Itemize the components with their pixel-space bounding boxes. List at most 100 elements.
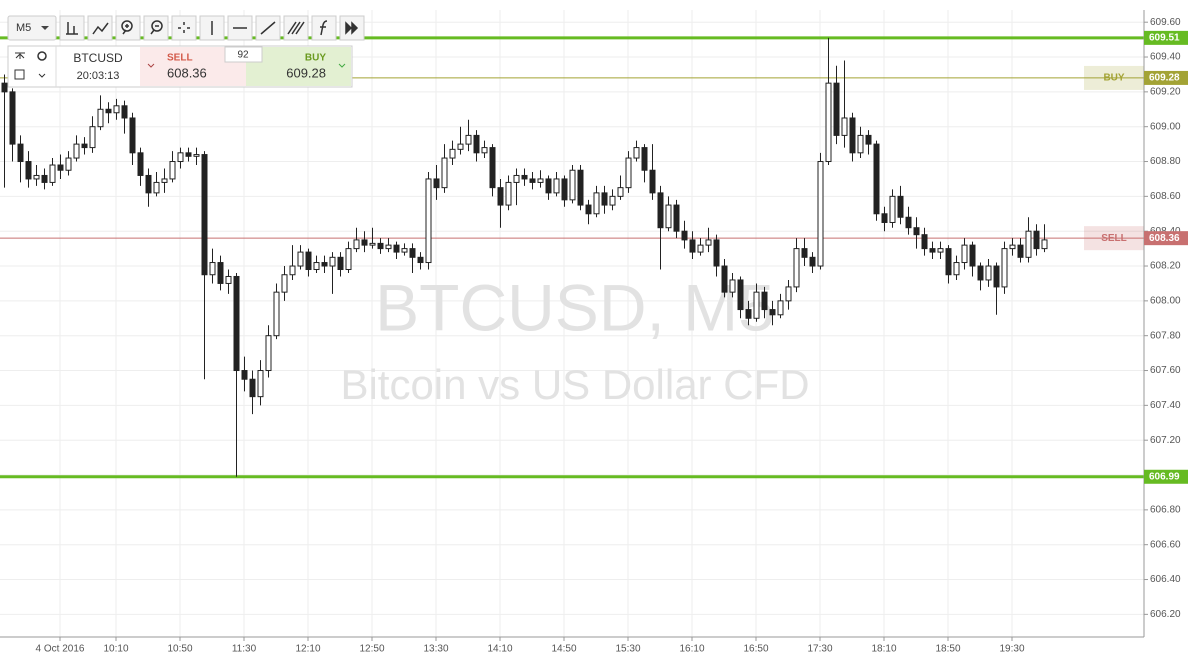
candle-body (601, 192, 608, 206)
y-tick-label: 607.40 (1150, 400, 1181, 411)
dropdown-icon (41, 26, 49, 30)
candle-body (33, 174, 40, 180)
y-tick-label: 609.20 (1150, 86, 1181, 97)
sell-label: SELL (167, 53, 193, 64)
icon-zoom-in (121, 20, 133, 32)
candle-body (745, 309, 752, 319)
x-tick-label: 10:50 (167, 644, 192, 655)
toolbar: M5 (7, 15, 365, 41)
watermark-title: BTCUSD, M5 (375, 270, 775, 344)
candle-body (161, 178, 168, 183)
y-tick-label: 609.40 (1150, 52, 1181, 63)
candle-body (505, 181, 512, 206)
icon-search[interactable] (37, 51, 47, 61)
buy-button[interactable] (246, 47, 351, 86)
candle-body (353, 239, 360, 250)
x-tick-label: 4 Oct 2016 (36, 644, 85, 655)
tool-button[interactable] (115, 15, 141, 41)
candle-body (713, 239, 720, 267)
y-tick-label: 606.20 (1150, 609, 1181, 620)
candle-body (833, 82, 840, 136)
candle-body (569, 169, 576, 201)
candle-body (393, 244, 400, 253)
tool-button[interactable] (143, 15, 169, 41)
icon-forward (345, 21, 359, 35)
candle-body (905, 216, 912, 229)
price-tag (1144, 469, 1188, 484)
candle-body (1017, 244, 1024, 258)
candle-body (641, 147, 648, 171)
candle-body (257, 370, 264, 398)
y-tick-label: 607.20 (1150, 435, 1181, 446)
candle-body (89, 126, 96, 149)
candle-body (793, 248, 800, 288)
candle-body (865, 134, 872, 145)
x-tick-label: 18:10 (871, 644, 896, 655)
price-tag (1144, 30, 1188, 45)
candle-body (1009, 244, 1016, 250)
candle-body (961, 244, 968, 264)
y-tick-label: 607.80 (1150, 330, 1181, 341)
candle-body (561, 178, 568, 201)
tool-button[interactable] (59, 15, 85, 41)
candle-body (305, 251, 312, 271)
axes: 609.60 609.40 609.20 609.00 608.80 608.60 608.… (0, 10, 1188, 655)
candle-body (457, 143, 464, 150)
tool-button[interactable] (311, 15, 337, 41)
candle-body (889, 195, 896, 223)
price-tag (1144, 231, 1188, 246)
x-tick-label: 17:30 (807, 644, 832, 655)
candle-body (201, 154, 208, 276)
candle-body (785, 286, 792, 302)
candle-body (537, 178, 544, 183)
candle-body (897, 195, 904, 218)
candle-body (721, 265, 728, 293)
candle-body (993, 265, 1000, 288)
candle-body (1041, 239, 1048, 250)
candle-body (377, 242, 384, 250)
candle-body (985, 265, 992, 281)
tool-button[interactable] (171, 15, 197, 41)
timeframe: M5 (16, 22, 31, 34)
candle-body (329, 256, 336, 267)
candle-body (625, 157, 632, 189)
icon-expand[interactable] (38, 73, 46, 78)
icon-collapse[interactable] (15, 52, 25, 59)
candle-body (657, 192, 664, 229)
candle-body (361, 239, 368, 246)
level-tag (1084, 65, 1144, 90)
candle-body (417, 256, 424, 264)
candle-body (577, 169, 584, 206)
candle-body (857, 134, 864, 154)
y-tick-label: 606.40 (1150, 574, 1181, 585)
y-tick-label: 608.60 (1150, 191, 1181, 202)
candle-body (73, 143, 80, 159)
candle-body (665, 204, 672, 229)
candle-body (473, 134, 480, 154)
y-tick-label: 608.00 (1150, 295, 1181, 306)
candle-body (489, 147, 496, 189)
icon-popout[interactable] (14, 69, 25, 80)
candle-body (449, 148, 456, 159)
candle-body (177, 152, 184, 163)
candle-body (753, 291, 760, 319)
candle-body (209, 262, 216, 276)
y-tick-label: 607.60 (1150, 365, 1181, 376)
candle-body (321, 262, 328, 267)
candle-body (281, 274, 288, 293)
x-tick-label: 16:10 (679, 644, 704, 655)
candle-body (241, 370, 248, 380)
candle-body (225, 275, 232, 284)
x-tick-label: 14:50 (551, 644, 576, 655)
clock: 20:03:13 (77, 70, 120, 82)
sell-price: 608.36 (167, 65, 207, 80)
x-tick-label: 12:50 (359, 644, 384, 655)
candle-body (521, 174, 528, 180)
timeframe-select[interactable] (7, 15, 57, 41)
candle-body (497, 187, 504, 206)
candle-body (169, 161, 176, 180)
candle-body (969, 244, 976, 267)
